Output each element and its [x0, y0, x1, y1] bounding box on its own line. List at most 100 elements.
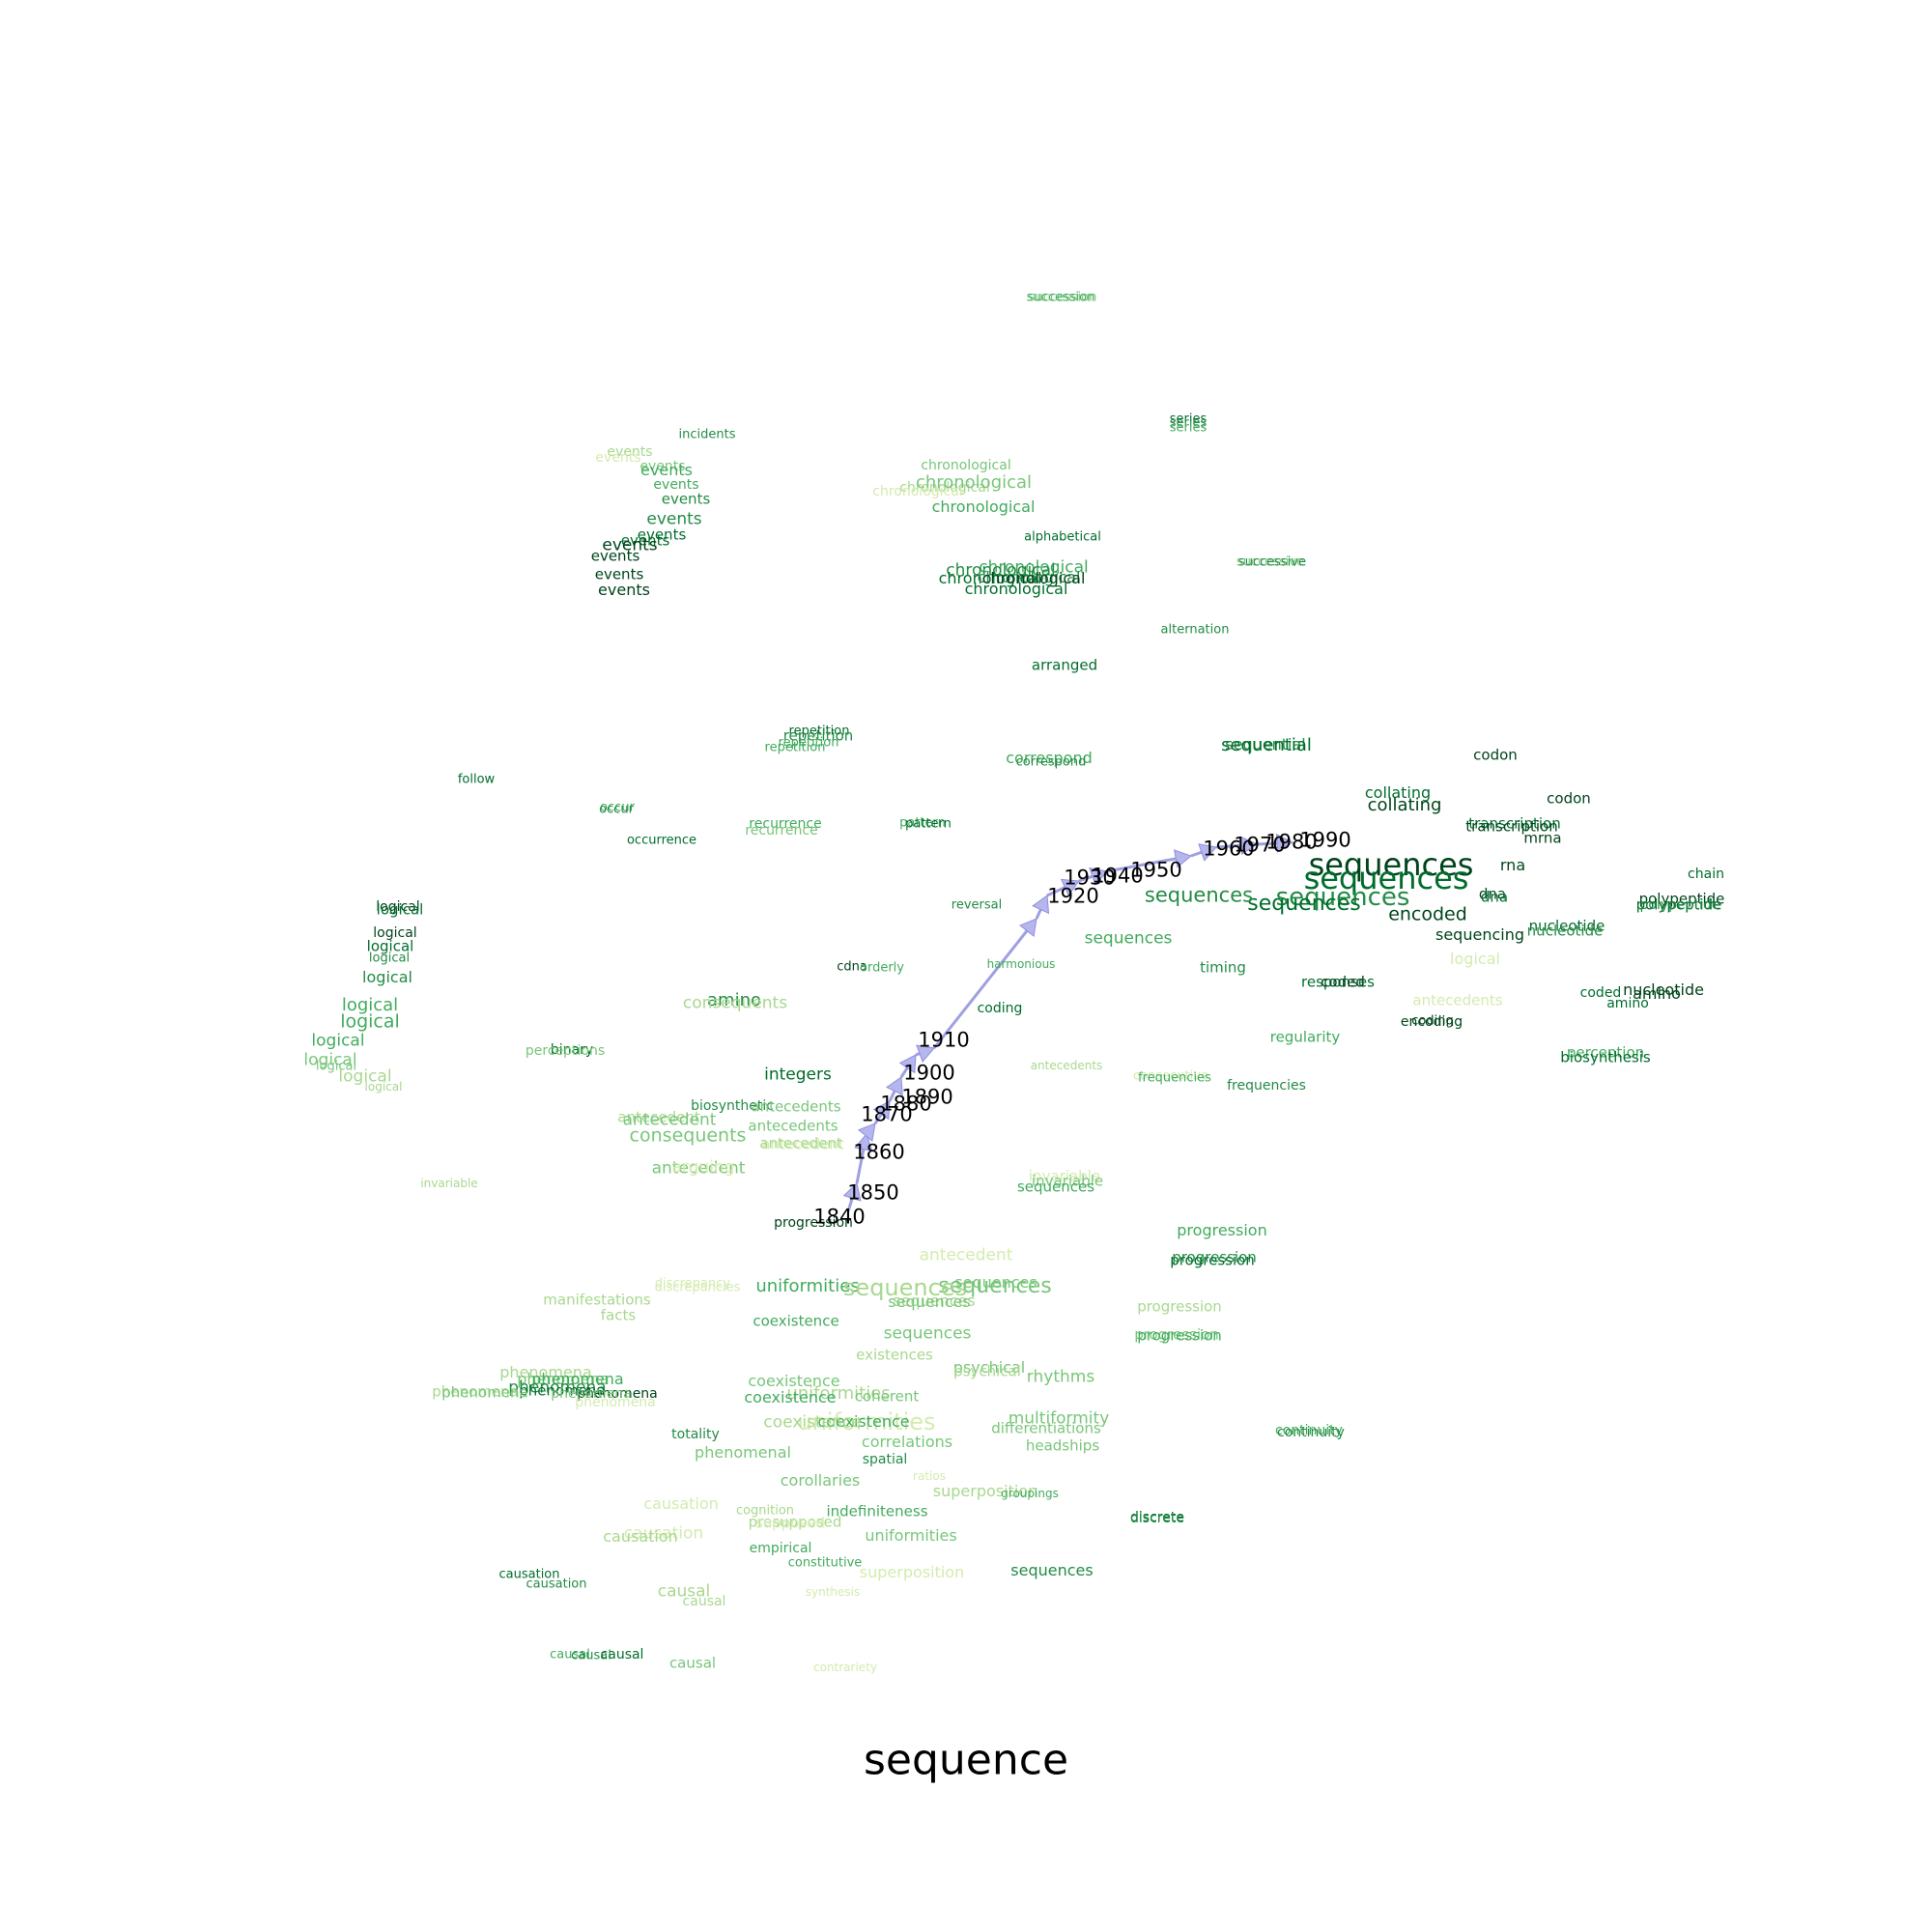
neighbor-word: rna	[1500, 858, 1525, 873]
neighbor-word: logical	[365, 1081, 403, 1093]
year-label: 1850	[847, 1183, 898, 1204]
neighbor-word: progression	[1137, 1300, 1222, 1315]
neighbor-word: empirical	[750, 1542, 812, 1555]
year-label: 1910	[918, 1031, 969, 1051]
neighbor-word: headships	[1026, 1439, 1099, 1454]
neighbor-word: occurrence	[627, 835, 696, 847]
neighbor-word: events	[662, 493, 711, 507]
neighbor-word: series	[1170, 422, 1208, 435]
neighbor-word: logical	[362, 970, 412, 985]
neighbor-word: coherent	[855, 1390, 920, 1405]
neighbor-word: psychical	[953, 1365, 1021, 1379]
neighbor-word: progression	[1170, 1254, 1255, 1268]
year-label: 1840	[813, 1208, 865, 1228]
neighbor-word: causal	[669, 1657, 716, 1671]
neighbor-word: encoded	[1388, 906, 1467, 924]
neighbor-word: integers	[764, 1067, 832, 1084]
neighbor-word: antecedent	[759, 1137, 841, 1151]
neighbor-word: groupings	[1001, 1488, 1059, 1499]
neighbor-word: sequences	[1010, 1563, 1093, 1578]
neighbor-word: uniformities	[865, 1528, 956, 1544]
neighbor-word: sequences	[888, 1294, 970, 1310]
neighbor-word: synthesis	[806, 1586, 861, 1598]
neighbor-word: amino	[1606, 997, 1649, 1010]
neighbor-word: spatial	[863, 1453, 908, 1466]
neighbor-word: perceptions	[526, 1044, 605, 1058]
neighbor-word: events	[598, 582, 650, 598]
neighbor-word: arguing	[672, 1160, 735, 1177]
neighbor-word: sequential	[1221, 737, 1312, 754]
neighbor-word: events	[595, 451, 640, 465]
neighbor-word: harmonious	[987, 958, 1056, 970]
neighbor-word: repetition	[765, 742, 826, 754]
neighbor-word: coexistence	[744, 1390, 836, 1406]
neighbor-word: coexistence	[753, 1315, 838, 1329]
neighbor-word: mrna	[1523, 832, 1561, 846]
neighbor-word: biosynthesis	[1560, 1051, 1650, 1065]
neighbor-word: antecedents	[1031, 1060, 1103, 1071]
neighbor-word: frequencies	[1227, 1079, 1306, 1093]
neighbor-word: dna	[1481, 891, 1508, 905]
diagram-title: sequence	[864, 1736, 1068, 1785]
neighbor-word: chronological	[872, 485, 962, 498]
trajectory-arrow	[1033, 895, 1048, 919]
neighbor-word: rhythms	[1027, 1370, 1094, 1386]
neighbor-word: totality	[671, 1428, 720, 1441]
neighbor-word: pattern	[905, 818, 952, 831]
neighbor-word: orderly	[860, 962, 904, 975]
year-label: 1990	[1299, 831, 1350, 851]
neighbor-word: discrete	[1130, 1512, 1184, 1525]
neighbor-word: progression	[1177, 1223, 1266, 1238]
year-label: 1860	[853, 1143, 904, 1163]
neighbor-word: sequences	[1017, 1180, 1094, 1195]
neighbor-word: follow	[458, 774, 495, 786]
neighbor-word: sequences	[1247, 894, 1360, 915]
neighbor-word: causation	[603, 1529, 678, 1545]
neighbor-word: events	[591, 550, 640, 564]
neighbor-word: codon	[1473, 749, 1518, 763]
neighbor-word: progression	[1137, 1329, 1222, 1344]
neighbor-word: reversal	[952, 899, 1002, 912]
neighbor-word: sequences	[954, 1275, 1037, 1291]
neighbor-word: corollaries	[781, 1473, 861, 1489]
neighbor-word: causation	[643, 1496, 719, 1512]
neighbor-word: superposition	[860, 1565, 964, 1580]
neighbor-word: occur	[599, 804, 634, 816]
neighbor-word: coding	[1411, 1015, 1453, 1028]
neighbor-word: sequences	[1145, 886, 1253, 906]
neighbor-word: alternation	[1161, 624, 1230, 637]
neighbor-word: recurrence	[745, 824, 817, 838]
neighbor-word: chronological	[932, 499, 1036, 515]
neighbor-word: coding	[978, 1002, 1023, 1015]
neighbor-word: causal	[601, 1648, 644, 1662]
neighbor-word: chain	[1688, 867, 1724, 881]
neighbor-word: continuity	[1277, 1426, 1345, 1439]
neighbor-word: indefiniteness	[826, 1505, 927, 1520]
neighbor-word: logical	[1450, 952, 1500, 967]
neighbor-word: codon	[1547, 792, 1591, 807]
neighbor-word: constitutive	[788, 1557, 863, 1570]
year-label: 1920	[1047, 887, 1098, 907]
neighbor-word: antecedent	[920, 1248, 1013, 1264]
neighbor-word: manifestations	[543, 1293, 650, 1308]
neighbor-word: differentiations	[991, 1422, 1101, 1436]
neighbor-word: succession	[1027, 292, 1095, 304]
year-label: 1890	[901, 1088, 952, 1108]
neighbor-word: logical	[311, 1034, 364, 1050]
neighbor-word: collating	[1368, 797, 1442, 814]
year-label: 1950	[1130, 861, 1181, 881]
neighbor-word: causal	[683, 1595, 726, 1608]
neighbor-word: supposed	[755, 1517, 825, 1531]
year-label: 1900	[903, 1064, 954, 1084]
neighbor-word: discrepancies	[655, 1282, 741, 1294]
neighbor-word: logical	[369, 952, 410, 965]
neighbor-word: antecedents	[751, 1100, 840, 1115]
neighbor-word: regularity	[1270, 1031, 1341, 1045]
neighbor-word: consequents	[630, 1127, 747, 1146]
neighbor-word: existences	[856, 1349, 933, 1363]
neighbor-word: nucleotide	[1527, 924, 1604, 939]
neighbor-word: phenomenal	[695, 1445, 791, 1461]
neighbor-word: sequencing	[1435, 927, 1524, 943]
neighbor-word: invariable	[420, 1178, 477, 1189]
